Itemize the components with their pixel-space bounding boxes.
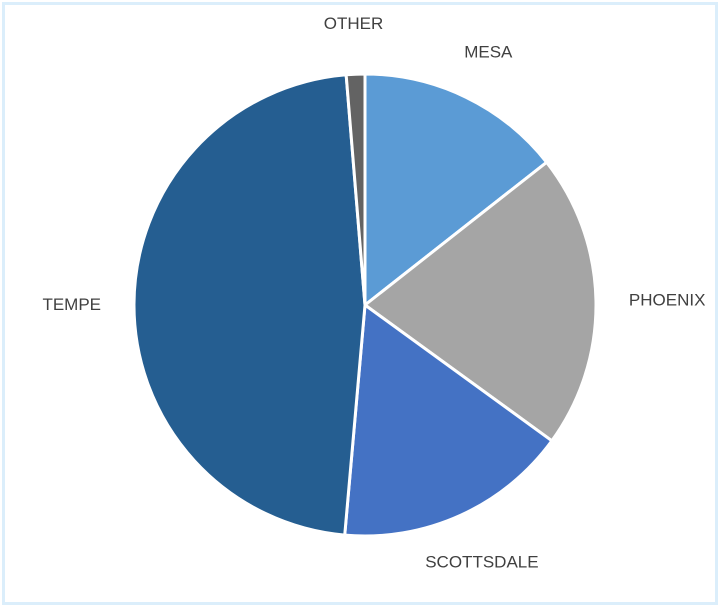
pie-label-phoenix: PHOENIX xyxy=(629,291,706,310)
pie-label-mesa: MESA xyxy=(464,42,513,61)
pie-label-scottsdale: SCOTTSDALE xyxy=(425,553,538,572)
pie-label-tempe: TEMPE xyxy=(42,295,101,314)
pie-labels: MESA PHOENIX SCOTTSDALE TEMPE OTHER xyxy=(42,14,705,571)
pie-slice-phoenix xyxy=(363,160,598,443)
pie-slices xyxy=(132,72,598,538)
pie-slice-mesa xyxy=(363,72,549,307)
pie-slice-scottsdale xyxy=(343,303,554,538)
pie-slice-tempe xyxy=(132,73,367,537)
pie-label-other: OTHER xyxy=(324,14,384,33)
pie-slice-other xyxy=(344,72,367,307)
